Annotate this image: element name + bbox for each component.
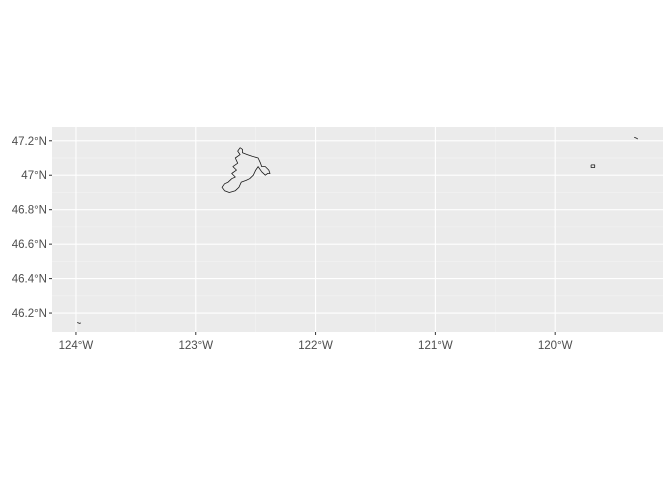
- small-square: [590, 164, 596, 168]
- y-tick-label: 46.2°N: [12, 308, 47, 320]
- main-polygon: [221, 147, 271, 193]
- x-tick-label: 122°W: [298, 340, 333, 352]
- tiny-mark-east: [634, 136, 639, 140]
- map-features: [77, 136, 639, 324]
- plot-panel: [52, 127, 663, 332]
- x-tick-label: 121°W: [418, 340, 453, 352]
- tiny-mark-west: [77, 322, 81, 324]
- x-tick-label: 123°W: [178, 340, 213, 352]
- x-axis: 124°W 123°W 122°W 121°W 120°W: [59, 332, 573, 352]
- y-tick-label: 46.4°N: [12, 274, 47, 286]
- y-tick-label: 47.2°N: [12, 136, 47, 148]
- y-axis: 46.2°N 46.4°N 46.6°N 46.8°N 47°N 47.2°N: [12, 136, 52, 320]
- y-tick-label: 46.8°N: [12, 205, 47, 217]
- x-tick-label: 124°W: [59, 340, 94, 352]
- x-tick-label: 120°W: [538, 340, 573, 352]
- y-tick-label: 47°N: [21, 170, 47, 182]
- major-grid: [52, 127, 663, 332]
- y-tick-label: 46.6°N: [12, 239, 47, 251]
- minor-grid: [52, 127, 663, 332]
